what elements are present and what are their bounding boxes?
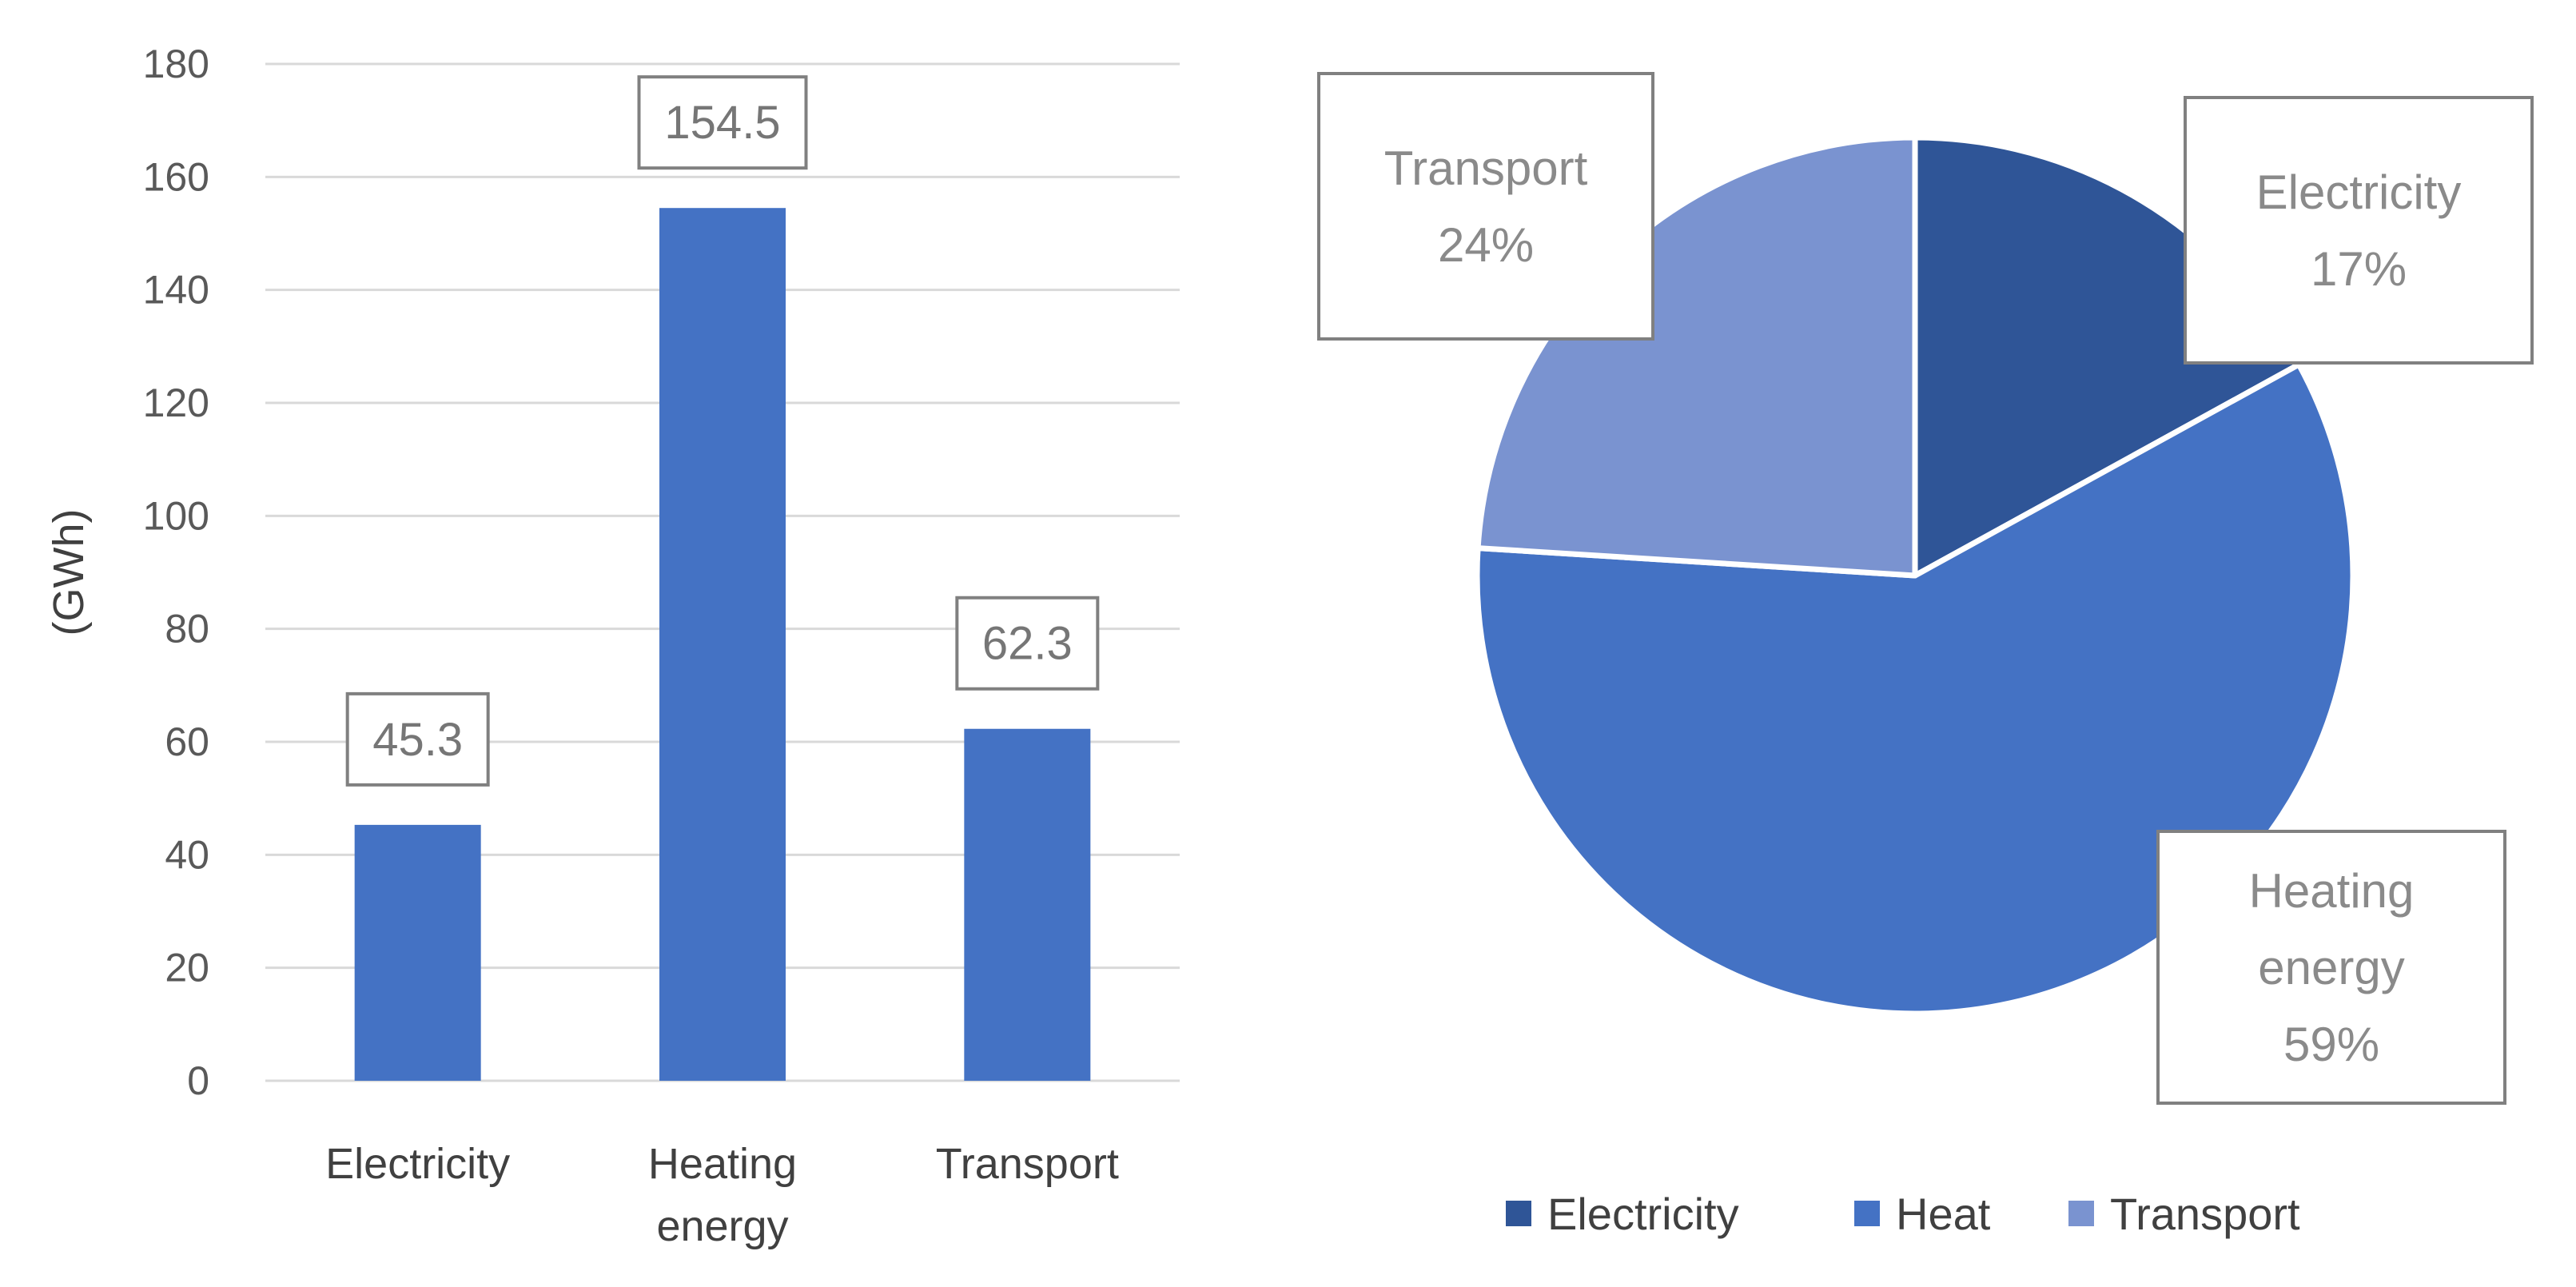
bar-category-labels: Electricity Heating energy Transport: [325, 1140, 1119, 1250]
pie-slice-label-line: 24%: [1438, 218, 1534, 272]
pie-slices: [1474, 134, 2356, 1017]
bar-category-label-line: energy: [656, 1202, 788, 1250]
bar-category-label: Heating energy: [648, 1140, 797, 1250]
bar-y-tick-label: 140: [143, 268, 209, 313]
bar-data-label-box: [955, 596, 1100, 691]
pie-legend: Electricity Heat Transport: [1506, 1189, 2300, 1239]
pie-slice-label: Electricity 17%: [2256, 165, 2462, 296]
pie-slice-label: Transport 24%: [1384, 141, 1588, 272]
bar-data-label-box: [637, 75, 808, 170]
bar-y-axis-label: (GWh): [45, 509, 93, 636]
bar-data-label-box: [345, 691, 490, 787]
bar-category-label-line: Electricity: [325, 1140, 510, 1188]
bar-category-label-line: Transport: [936, 1140, 1119, 1188]
pie-slice-label: Heating energy 59%: [2249, 864, 2415, 1071]
legend-swatch: [2068, 1201, 2094, 1226]
bar-category-label-line: Heating: [648, 1140, 797, 1188]
bar-y-tick-label: 40: [165, 832, 209, 877]
pie-slice-label-box: [2156, 830, 2506, 1105]
pie-slice-label-box: [2184, 96, 2534, 365]
pie-slice-label-line: 59%: [2283, 1018, 2379, 1071]
bar: [964, 728, 1091, 1081]
bar-y-tick-label: 120: [143, 381, 209, 425]
pie-slice: [1474, 361, 2356, 1017]
bar-y-tick-label: 20: [165, 946, 209, 990]
pie-slice-label-line: energy: [2258, 941, 2404, 994]
legend-label: Transport: [2110, 1189, 2300, 1239]
legend-label: Electricity: [1547, 1189, 1739, 1239]
legend-swatch: [1506, 1201, 1531, 1226]
bar-y-tick-labels: 0 20 40 60 80 100 120 140 160 180: [143, 42, 209, 1103]
bar-y-tick-label: 100: [143, 493, 209, 538]
bar: [659, 208, 786, 1082]
legend-swatch: [1854, 1201, 1880, 1226]
bar-y-tick-label: 0: [187, 1058, 209, 1103]
bar-data-label: 154.5: [664, 97, 780, 149]
bar-y-tick-label: 80: [165, 607, 209, 651]
pie-slice-label-line: Electricity: [2256, 165, 2462, 219]
pie-slice-label-box: [1317, 72, 1654, 341]
bar-y-tick-label: 180: [143, 42, 209, 86]
pie-slice-label-line: 17%: [2311, 242, 2407, 296]
bar-y-tick-label: 60: [165, 719, 209, 764]
bar-y-tick-label: 160: [143, 154, 209, 199]
bar-data-labels: 45.3 154.5 62.3: [345, 75, 1100, 787]
bar-category-label: Transport: [936, 1140, 1119, 1188]
bar-data-label: 45.3: [372, 714, 463, 766]
bar: [354, 824, 481, 1081]
bar-category-label: Electricity: [325, 1140, 510, 1188]
pie-slice-label-line: Heating: [2249, 864, 2415, 918]
pie-slice-labels: Electricity 17% Heating energy 59% Transport 2…: [1317, 72, 2534, 1105]
pie-chart: Electricity 17% Heating energy 59% Transport 2…: [1317, 72, 2534, 1239]
bar-data-label: 62.3: [982, 618, 1073, 670]
bar-series: [354, 208, 1091, 1082]
bar-chart: 0 20 40 60 80 100 120 140 160 180 (GWh) 45.3 154.5…: [45, 42, 1180, 1250]
pie-slice-label-line: Transport: [1384, 141, 1588, 195]
legend-label: Heat: [1896, 1189, 1991, 1239]
